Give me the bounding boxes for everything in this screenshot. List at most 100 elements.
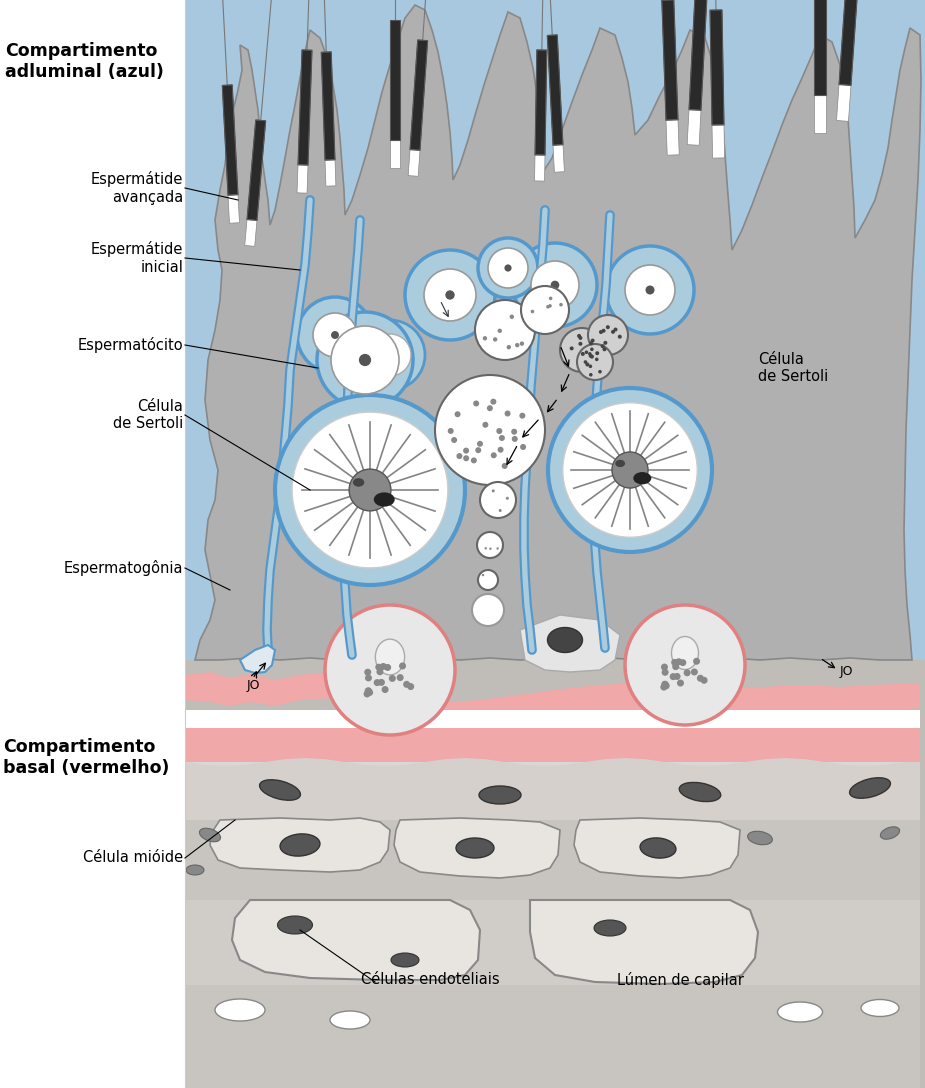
Circle shape — [487, 405, 493, 411]
Circle shape — [491, 453, 497, 458]
Polygon shape — [210, 818, 390, 871]
Ellipse shape — [186, 865, 204, 875]
Circle shape — [478, 570, 498, 590]
Circle shape — [600, 344, 605, 348]
Circle shape — [646, 285, 655, 295]
Ellipse shape — [374, 493, 395, 507]
Ellipse shape — [456, 838, 494, 858]
Ellipse shape — [679, 782, 721, 802]
Ellipse shape — [330, 1011, 370, 1029]
Circle shape — [376, 664, 382, 670]
Circle shape — [499, 509, 501, 512]
Circle shape — [588, 364, 592, 368]
Polygon shape — [247, 120, 265, 221]
Circle shape — [497, 428, 502, 434]
Circle shape — [490, 398, 497, 405]
Polygon shape — [814, 95, 826, 133]
Circle shape — [364, 669, 371, 676]
Circle shape — [606, 246, 694, 334]
Circle shape — [313, 313, 357, 357]
Ellipse shape — [280, 833, 320, 856]
Polygon shape — [185, 672, 920, 726]
Circle shape — [612, 452, 648, 489]
Text: JO: JO — [246, 679, 260, 692]
Circle shape — [317, 312, 413, 408]
Circle shape — [364, 688, 372, 694]
Circle shape — [548, 388, 712, 552]
Circle shape — [424, 269, 476, 321]
Circle shape — [488, 248, 528, 288]
Circle shape — [589, 354, 593, 358]
Circle shape — [331, 326, 399, 394]
Circle shape — [510, 314, 514, 319]
Circle shape — [405, 250, 495, 339]
Polygon shape — [390, 20, 400, 140]
Polygon shape — [535, 154, 545, 181]
Polygon shape — [321, 52, 335, 160]
Circle shape — [589, 373, 593, 376]
Circle shape — [493, 337, 498, 342]
Polygon shape — [710, 10, 724, 125]
Circle shape — [376, 668, 384, 676]
Polygon shape — [666, 120, 679, 156]
Circle shape — [399, 663, 406, 669]
Circle shape — [661, 681, 669, 688]
Polygon shape — [232, 900, 480, 980]
Circle shape — [521, 286, 569, 334]
Circle shape — [397, 675, 403, 681]
Circle shape — [331, 331, 339, 339]
Circle shape — [378, 679, 385, 685]
Circle shape — [578, 336, 583, 339]
Circle shape — [456, 453, 462, 459]
Ellipse shape — [215, 999, 265, 1021]
Circle shape — [483, 422, 488, 428]
Polygon shape — [195, 5, 921, 660]
Circle shape — [591, 338, 595, 343]
Polygon shape — [548, 35, 563, 146]
Circle shape — [697, 675, 704, 682]
Circle shape — [560, 327, 604, 372]
Circle shape — [606, 325, 610, 330]
Polygon shape — [245, 220, 257, 246]
Circle shape — [670, 673, 677, 680]
Circle shape — [599, 330, 603, 334]
Circle shape — [546, 305, 549, 309]
Circle shape — [595, 351, 599, 355]
Ellipse shape — [376, 639, 404, 675]
Ellipse shape — [391, 953, 419, 967]
Circle shape — [325, 605, 455, 735]
Circle shape — [560, 302, 562, 307]
Polygon shape — [222, 85, 238, 195]
Circle shape — [482, 573, 484, 577]
Circle shape — [590, 355, 594, 359]
Circle shape — [661, 681, 669, 688]
Circle shape — [586, 362, 589, 367]
Polygon shape — [535, 50, 547, 156]
Text: Lúmen de capilar: Lúmen de capilar — [617, 972, 744, 988]
Circle shape — [549, 304, 552, 308]
Ellipse shape — [260, 780, 301, 801]
Circle shape — [445, 290, 455, 299]
Polygon shape — [689, 0, 708, 110]
Polygon shape — [185, 710, 920, 728]
Circle shape — [292, 412, 448, 568]
Circle shape — [549, 297, 552, 300]
Circle shape — [660, 683, 667, 691]
Ellipse shape — [881, 827, 900, 839]
Text: Célula
de Sertoli: Célula de Sertoli — [113, 399, 183, 431]
Circle shape — [504, 410, 511, 417]
Polygon shape — [661, 0, 678, 120]
Circle shape — [403, 681, 410, 688]
Circle shape — [515, 343, 520, 347]
Ellipse shape — [640, 838, 676, 858]
Circle shape — [499, 435, 505, 441]
Ellipse shape — [353, 478, 364, 486]
Ellipse shape — [548, 628, 583, 653]
Ellipse shape — [672, 636, 698, 669]
Text: Espermatócito: Espermatócito — [78, 337, 183, 353]
Circle shape — [577, 344, 613, 380]
Circle shape — [382, 687, 388, 693]
Polygon shape — [185, 900, 920, 1088]
Circle shape — [364, 691, 371, 697]
Circle shape — [463, 455, 469, 461]
